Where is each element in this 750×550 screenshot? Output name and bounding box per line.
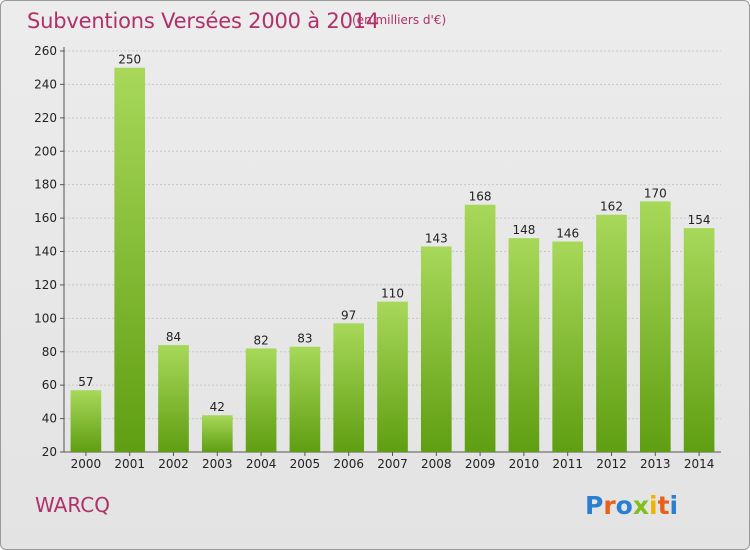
logo-letter: P bbox=[585, 491, 604, 520]
x-tick-label: 2013 bbox=[640, 457, 671, 471]
bar bbox=[201, 415, 233, 452]
logo-letter: t bbox=[657, 491, 670, 520]
x-tick-label: 2012 bbox=[596, 457, 627, 471]
y-tick-label: 140 bbox=[34, 245, 57, 259]
data-label: 162 bbox=[600, 200, 623, 214]
bar bbox=[70, 390, 102, 452]
x-tick-label: 2005 bbox=[290, 457, 321, 471]
bar bbox=[289, 346, 321, 452]
data-label: 110 bbox=[381, 287, 404, 301]
data-label: 154 bbox=[688, 213, 711, 227]
x-tick-label: 2006 bbox=[333, 457, 364, 471]
bar bbox=[683, 228, 715, 452]
proxiti-logo[interactable]: Proxiti bbox=[585, 491, 678, 520]
data-label: 143 bbox=[425, 231, 448, 245]
bar bbox=[420, 246, 452, 452]
logo-letter: i bbox=[669, 491, 679, 520]
bar bbox=[639, 201, 671, 452]
y-tick-label: 180 bbox=[34, 178, 57, 192]
data-label: 42 bbox=[210, 400, 225, 414]
labels: 20 40 60 80 100 120 140 160 180 200 220 240 260 2000 5… bbox=[34, 44, 714, 471]
y-tick-label: 200 bbox=[34, 144, 57, 158]
y-tick-label: 260 bbox=[34, 44, 57, 58]
chart-subtitle: (en milliers d'€) bbox=[352, 13, 447, 27]
logo-letter: x bbox=[632, 491, 649, 520]
data-label: 146 bbox=[556, 226, 579, 240]
y-tick-label: 240 bbox=[34, 77, 57, 91]
bar bbox=[464, 204, 496, 452]
x-tick-label: 2010 bbox=[509, 457, 540, 471]
x-tick-label: 2004 bbox=[246, 457, 277, 471]
x-tick-label: 2008 bbox=[421, 457, 452, 471]
bar bbox=[245, 348, 277, 452]
bars bbox=[70, 67, 715, 452]
chart-title: Subventions Versées 2000 à 2014 bbox=[27, 9, 380, 33]
y-tick-label: 220 bbox=[34, 111, 57, 125]
y-tick-label: 40 bbox=[42, 412, 57, 426]
bar bbox=[596, 214, 627, 452]
data-label: 148 bbox=[512, 223, 535, 237]
bar bbox=[333, 323, 365, 452]
x-tick-label: 2001 bbox=[114, 457, 145, 471]
bar bbox=[158, 345, 189, 452]
logo-letter: r bbox=[603, 491, 616, 520]
x-tick-label: 2009 bbox=[465, 457, 496, 471]
data-label: 84 bbox=[166, 330, 181, 344]
bar bbox=[377, 301, 408, 452]
data-label: 57 bbox=[78, 375, 93, 389]
bar bbox=[508, 238, 540, 452]
logo-letter: o bbox=[615, 491, 633, 520]
x-tick-label: 2003 bbox=[202, 457, 233, 471]
y-tick-label: 60 bbox=[42, 378, 57, 392]
data-label: 83 bbox=[297, 332, 312, 346]
y-tick-label: 20 bbox=[42, 445, 57, 459]
x-tick-label: 2007 bbox=[377, 457, 408, 471]
y-tick-label: 100 bbox=[34, 311, 57, 325]
bar bbox=[552, 241, 584, 452]
data-label: 82 bbox=[253, 333, 268, 347]
y-tick-label: 160 bbox=[34, 211, 57, 225]
bar bbox=[114, 67, 146, 452]
x-tick-label: 2000 bbox=[71, 457, 102, 471]
y-tick-label: 80 bbox=[42, 345, 57, 359]
data-label: 97 bbox=[341, 308, 356, 322]
data-label: 250 bbox=[118, 53, 141, 67]
data-label: 168 bbox=[469, 190, 492, 204]
logo-letter: i bbox=[649, 491, 658, 520]
y-tick-label: 120 bbox=[34, 278, 57, 292]
x-tick-label: 2002 bbox=[158, 457, 189, 471]
data-label: 170 bbox=[644, 186, 667, 200]
x-tick-label: 2011 bbox=[552, 457, 583, 471]
x-tick-label: 2014 bbox=[684, 457, 715, 471]
commune-name: WARCQ bbox=[35, 493, 110, 517]
